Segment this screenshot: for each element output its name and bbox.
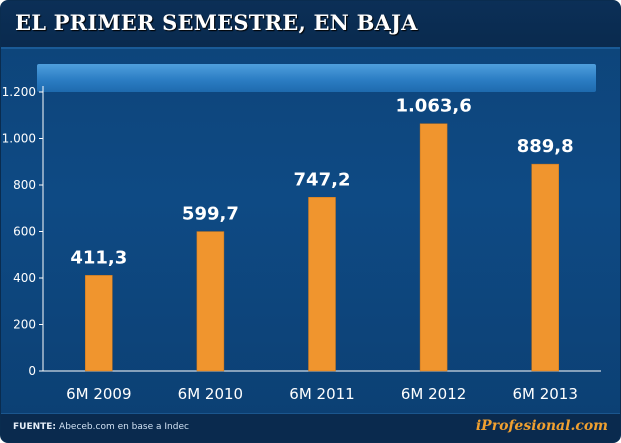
value-labels: 411,3 599,7 747,2 1.063,6 889,8 bbox=[70, 96, 573, 269]
data-label: 599,7 bbox=[182, 204, 239, 225]
y-tick-label: 1.000 bbox=[2, 132, 36, 146]
source-note: FUENTE: Abeceb.com en base a Indec bbox=[13, 422, 189, 432]
chart-title: EL PRIMER SEMESTRE, EN BAJA bbox=[15, 10, 418, 35]
bars bbox=[85, 123, 559, 372]
bar-chart: 0 200 400 600 800 1.000 1.200 411,3 599,7 747,2 1… bbox=[2, 85, 601, 403]
header-band bbox=[37, 64, 596, 92]
data-label: 1.063,6 bbox=[395, 96, 471, 117]
data-label: 747,2 bbox=[294, 169, 351, 190]
y-tick-label: 200 bbox=[13, 318, 36, 332]
y-axis-ticks: 0 200 400 600 800 1.000 1.200 bbox=[2, 85, 43, 378]
bar bbox=[308, 197, 336, 372]
source-text: Abeceb.com en base a Indec bbox=[59, 422, 189, 432]
data-label: 411,3 bbox=[70, 247, 127, 268]
bar bbox=[196, 231, 225, 372]
brand-logo: iProfesional.com bbox=[475, 418, 608, 434]
bar bbox=[531, 163, 559, 372]
bar bbox=[85, 275, 113, 372]
x-tick-label: 6M 2011 bbox=[289, 385, 354, 403]
y-tick-label: 600 bbox=[13, 225, 36, 239]
y-tick-label: 0 bbox=[28, 364, 36, 378]
y-tick-label: 400 bbox=[13, 271, 36, 285]
y-tick-label: 1.200 bbox=[2, 85, 36, 99]
x-tick-label: 6M 2009 bbox=[66, 385, 131, 403]
footer: FUENTE: Abeceb.com en base a Indec iProfe… bbox=[1, 413, 620, 442]
data-label: 889,8 bbox=[517, 136, 574, 157]
category-labels: 6M 2009 6M 2010 6M 2011 6M 2012 6M 2013 bbox=[66, 385, 578, 403]
source-label: FUENTE: bbox=[13, 422, 57, 432]
x-tick-label: 6M 2010 bbox=[178, 385, 243, 403]
title-bar: EL PRIMER SEMESTRE, EN BAJA bbox=[1, 1, 620, 49]
x-tick-label: 6M 2013 bbox=[512, 385, 577, 403]
y-tick-label: 800 bbox=[13, 178, 36, 192]
x-tick-label: 6M 2012 bbox=[401, 385, 466, 403]
bar bbox=[419, 123, 448, 372]
